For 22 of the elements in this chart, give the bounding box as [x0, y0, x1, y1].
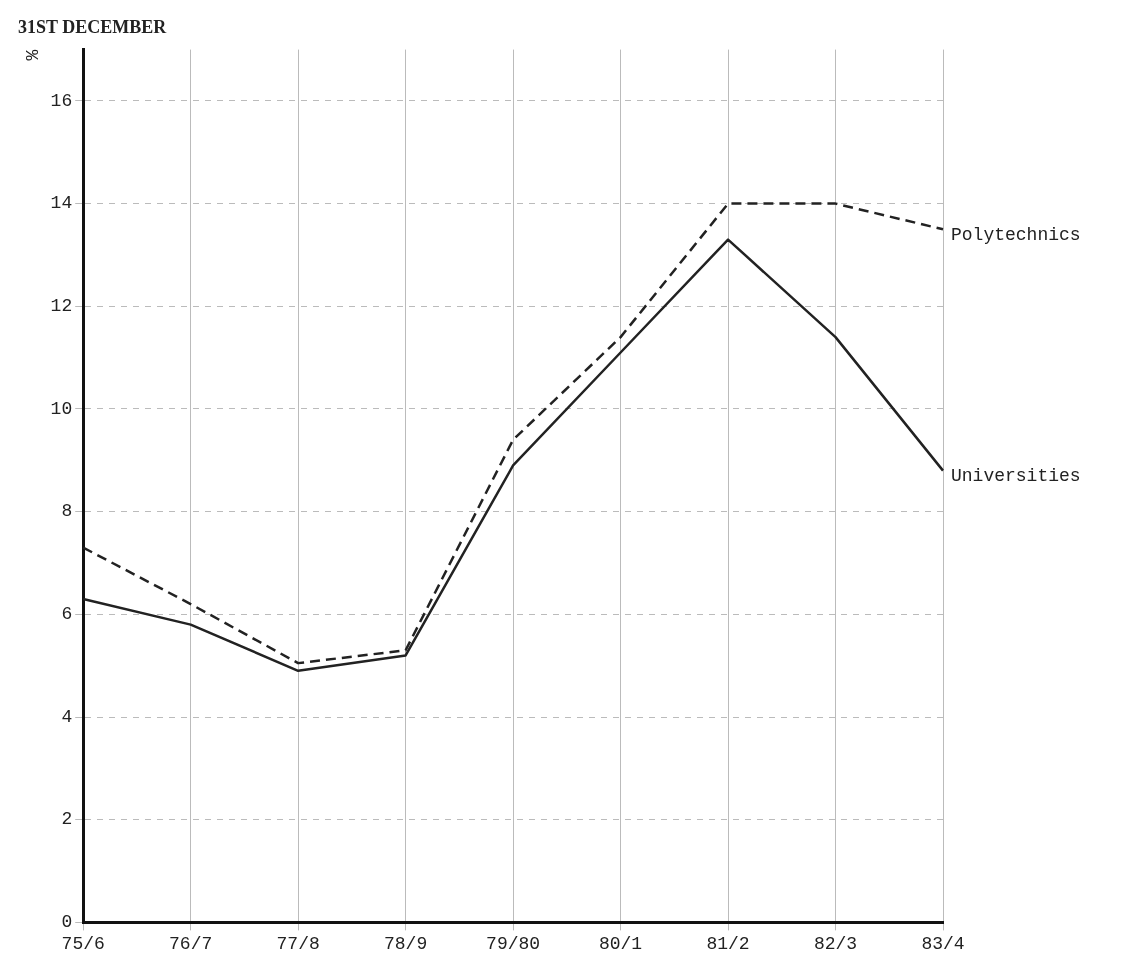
- x-tick-label: 83/4: [921, 933, 965, 954]
- y-tick-label: 2: [61, 809, 73, 830]
- y-tick-label: 10: [50, 398, 73, 419]
- y-tick-label: 12: [50, 296, 73, 317]
- x-tick-label: 78/9: [384, 933, 428, 954]
- x-tick-label: 81/2: [706, 933, 750, 954]
- y-tick-label: 16: [50, 90, 73, 111]
- y-axis-title: %: [22, 49, 43, 61]
- y-tick-label: 14: [50, 193, 73, 214]
- x-tick-label: 77/8: [276, 933, 320, 954]
- series-label: Universities: [951, 466, 1081, 487]
- y-tick-label: 6: [61, 604, 73, 625]
- x-tick-label: 79/80: [486, 933, 541, 954]
- x-tick-label: 82/3: [813, 933, 858, 954]
- y-tick-label: 0: [61, 912, 73, 933]
- chart-title: 31ST DECEMBER: [18, 17, 168, 38]
- y-tick-label: 4: [61, 706, 73, 727]
- y-tick-label: 8: [61, 501, 73, 522]
- x-tick-label: 76/7: [169, 933, 213, 954]
- x-tick-label: 75/6: [61, 933, 105, 954]
- series-label: Polytechnics: [951, 225, 1081, 246]
- x-tick-label: 80/1: [598, 933, 643, 954]
